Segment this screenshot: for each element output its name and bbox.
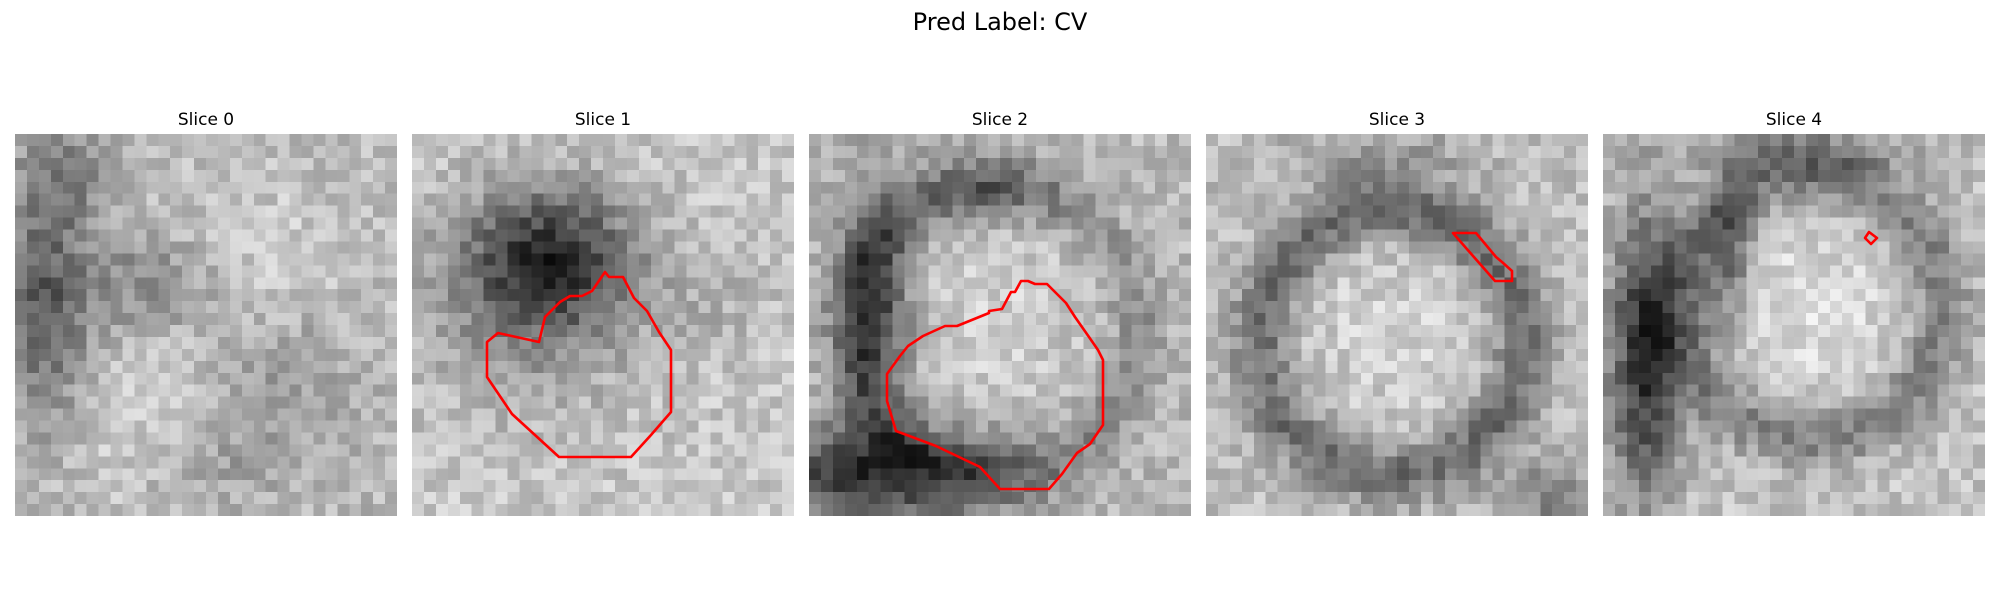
grayscale-slice-2 (809, 134, 1191, 516)
grayscale-slice-0 (15, 134, 397, 516)
segmentation-contour-3 (1451, 231, 1514, 283)
slice-title-1: Slice 1 (574, 110, 632, 130)
segmentation-overlay-0 (15, 134, 397, 516)
grayscale-slice-1 (412, 134, 794, 516)
slice-image-0 (15, 134, 397, 516)
segmentation-overlay-2 (885, 279, 1105, 491)
slice-image-3 (1206, 134, 1588, 516)
slice-title-4: Slice 4 (1765, 110, 1823, 130)
grayscale-slice-3 (1206, 134, 1588, 516)
segmentation-contour-4 (1863, 230, 1879, 246)
slice-image-1 (412, 134, 794, 516)
segmentation-contour-1 (485, 270, 673, 459)
segmentation-overlay-3 (1451, 231, 1514, 283)
segmentation-overlay-1 (485, 270, 673, 459)
slice-title-2: Slice 2 (971, 110, 1029, 130)
figure-title: Pred Label: CV (912, 8, 1088, 36)
slice-title-0: Slice 0 (177, 110, 235, 130)
segmentation-contour-2 (885, 279, 1105, 491)
slice-title-3: Slice 3 (1368, 110, 1426, 130)
slice-image-2 (809, 134, 1191, 516)
segmentation-overlay-4 (1863, 230, 1879, 246)
grayscale-slice-4 (1603, 134, 1985, 516)
slice-image-4 (1603, 134, 1985, 516)
